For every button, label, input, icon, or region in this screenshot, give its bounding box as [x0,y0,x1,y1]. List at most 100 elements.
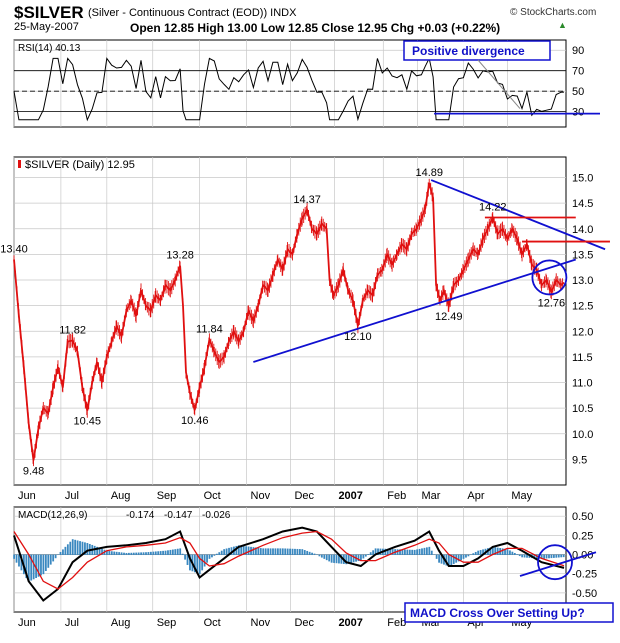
y-tick-label: 13.0 [572,275,593,287]
macd-histogram-bar [421,548,423,556]
price-label: 10.46 [181,415,209,427]
macd-histogram-bar [81,541,84,556]
macd-title: MACD(12,26,9) [18,510,87,521]
macd-histogram-bar [311,552,313,556]
macd-histogram-bar [259,548,262,556]
macd-histogram-bar [347,554,350,564]
y-tick-label: -0.50 [572,588,597,600]
macd-histogram-bar [184,554,186,560]
macd-histogram-bar [203,554,206,567]
macd-histogram-bar [323,554,326,559]
rsi-annotation-box [403,40,551,61]
macd-histogram-bar [18,554,20,567]
macd-histogram-bar [523,554,526,558]
macd-histogram-bar [303,550,306,556]
macd-histogram-bar [145,552,147,556]
macd-histogram-bar [406,549,409,556]
y-tick-label: 14.0 [572,224,593,236]
macd-histogram-bar [289,548,291,556]
macd-value: -0.147 [164,510,193,521]
price-label: 14.22 [479,201,507,213]
macd-histogram-bar [262,548,265,556]
macd-histogram-bar [435,554,438,559]
x-tick-label: Jul [65,617,79,629]
macd-series-line [13,526,565,602]
macd-histogram-bar [176,548,179,556]
x-tick-label: Jun [18,617,36,629]
macd-histogram-bar [235,545,238,556]
y-tick-label: 30 [572,107,584,119]
macd-histogram-bar [526,554,528,558]
macd-histogram-bar [223,549,226,556]
x-tick-label: Sep [157,617,177,629]
macd-histogram-bar [32,554,35,580]
macd-histogram-bar [247,546,250,556]
macd-histogram-bar [64,546,67,556]
change-up-icon: ▲ [558,20,567,30]
macd-histogram-bar [330,554,333,563]
macd-histogram-bar [472,553,475,556]
macd-highlight-circle [537,544,573,581]
macd-histogram-bar [450,554,453,566]
price-label: 11.82 [59,324,86,336]
macd-histogram-bar [274,548,277,556]
macd-histogram-bar [511,551,514,556]
macd-histogram-bar [142,552,145,556]
macd-histogram-bar [467,554,470,557]
x-tick-label: Dec [294,617,314,629]
y-tick-label: 70 [572,66,584,78]
x-tick-label: Oct [204,490,221,502]
macd-histogram-bar [425,547,428,556]
macd-histogram-bar [135,552,138,556]
macd-histogram-bar [403,549,406,556]
macd-histogram-bar [154,551,157,556]
macd-histogram-bar [252,547,255,556]
macd-histogram-bar [196,554,199,574]
macd-histogram-bar [506,549,509,556]
x-tick-label: May [511,490,532,502]
macd-histogram-bar [57,554,59,556]
contract-name: (Silver - Continuous Contract (EOD)) IND… [88,7,297,19]
macd-histogram-bar [345,554,348,565]
macd-annotation-box [404,602,614,623]
macd-histogram-bar [438,554,440,563]
macd-histogram-bar [98,547,101,556]
ohlc-summary: Open 12.85 High 13.00 Low 12.85 Close 12… [130,21,501,35]
macd-histogram-bar [416,549,419,556]
macd-histogram-bar [228,547,230,556]
macd-histogram-bar [460,554,462,561]
macd-histogram-bar [386,548,389,556]
macd-histogram-bar [27,554,30,582]
macd-histogram-bar [428,546,431,556]
macd-histogram-bar [118,552,121,556]
macd-histogram-bar [71,539,74,556]
macd-histogram-bar [59,551,62,556]
x-tick-label: Aug [111,617,131,629]
macd-histogram-bar [164,550,167,556]
macd-histogram-bar [245,546,248,556]
macd-histogram-bar [193,554,196,573]
trendline [253,258,577,363]
price-label: 13.40 [0,244,28,256]
macd-histogram-bar [447,554,450,567]
macd-histogram-bar [215,553,218,556]
price-label: 10.45 [74,416,102,428]
y-tick-label: 0.50 [572,511,593,523]
macd-histogram-bar [84,542,86,556]
macd-histogram-bar [174,549,177,556]
macd-histogram-bar [286,548,289,556]
y-tick-label: 12.0 [572,326,593,338]
macd-histogram-bar [162,550,164,556]
macd-histogram-bar [479,550,482,556]
macd-histogram-bar [13,554,15,559]
y-tick-label: 90 [572,45,584,57]
x-tick-label: Jun [18,490,36,502]
macd-histogram-bar [369,552,372,556]
macd-histogram-bar [213,554,216,556]
macd-histogram-bar [276,548,279,556]
macd-histogram-bar [25,554,28,579]
macd-histogram-bar [391,549,394,556]
y-tick-label: 10.5 [572,403,593,415]
macd-histogram-bar [423,547,426,556]
x-tick-label: Sep [157,490,177,502]
